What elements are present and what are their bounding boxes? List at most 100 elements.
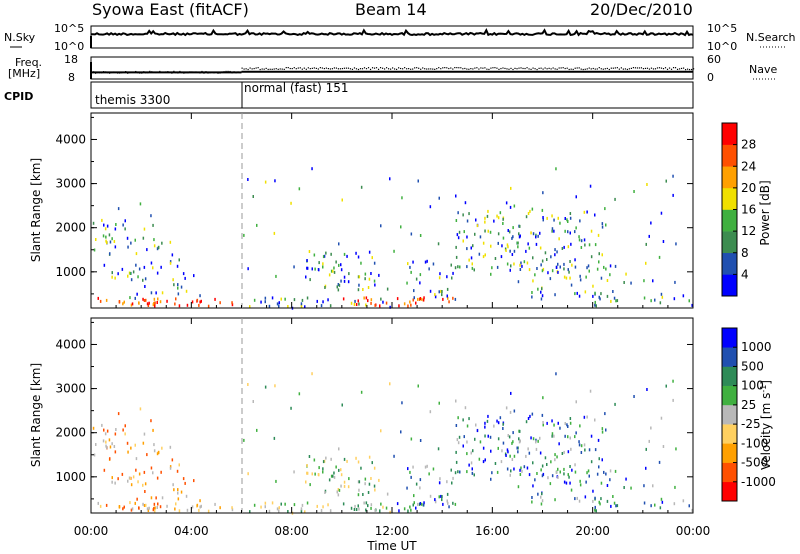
echo-cell bbox=[589, 389, 592, 393]
echo-cell bbox=[594, 300, 596, 304]
echo-cell bbox=[432, 262, 435, 266]
echo-cell bbox=[97, 501, 99, 505]
echo-cell bbox=[516, 241, 518, 245]
nave-point bbox=[177, 72, 179, 74]
echo-cell bbox=[157, 450, 160, 454]
echo-cell bbox=[322, 262, 324, 266]
echo-cell bbox=[660, 416, 663, 420]
echo-cell bbox=[113, 240, 116, 243]
echo-cell bbox=[512, 440, 514, 444]
echo-cell bbox=[367, 286, 370, 289]
echo-cell bbox=[200, 299, 202, 303]
nave-point bbox=[303, 67, 305, 69]
echo-cell bbox=[441, 290, 443, 293]
nave-point bbox=[175, 72, 177, 74]
echo-cell bbox=[446, 480, 448, 484]
echo-cell bbox=[438, 401, 440, 405]
echo-cell bbox=[199, 505, 201, 509]
echo-cell bbox=[598, 260, 600, 264]
echo-cell bbox=[586, 471, 588, 475]
nave-point bbox=[127, 72, 129, 74]
colorbar-tick-label: 25 bbox=[741, 398, 756, 412]
echo-cell bbox=[253, 298, 256, 302]
echo-cell bbox=[146, 248, 148, 252]
echo-cell bbox=[471, 471, 474, 475]
echo-cell bbox=[555, 372, 557, 376]
echo-cell bbox=[674, 280, 676, 284]
echo-cell bbox=[614, 469, 617, 473]
nave-point bbox=[103, 71, 105, 73]
nave-point bbox=[446, 67, 448, 69]
nave-point bbox=[522, 67, 524, 70]
echo-cell bbox=[661, 295, 664, 299]
echo-cell bbox=[337, 288, 340, 292]
echo-cell bbox=[569, 465, 571, 468]
echo-cell bbox=[280, 297, 282, 301]
echo-cell bbox=[121, 472, 124, 476]
echo-cell bbox=[336, 285, 338, 289]
echo-cell bbox=[357, 275, 360, 279]
x-axis-label: Time UT bbox=[366, 539, 417, 553]
echo-cell bbox=[645, 242, 647, 246]
echo-cell bbox=[139, 202, 142, 206]
colorbar-tick-label: 12 bbox=[741, 224, 756, 238]
echo-cell bbox=[496, 419, 498, 423]
echo-cell bbox=[452, 476, 454, 480]
velocity-colorbar-label: Velocity [m s-1] bbox=[759, 380, 774, 470]
echo-cell bbox=[348, 477, 350, 481]
nave-point bbox=[347, 67, 350, 69]
echo-cell bbox=[665, 179, 667, 183]
nave-point bbox=[333, 67, 336, 69]
echo-cell bbox=[417, 179, 419, 183]
echo-cell bbox=[484, 434, 486, 438]
nave-point bbox=[614, 67, 616, 69]
echo-cell bbox=[531, 500, 533, 504]
echo-cell bbox=[311, 472, 313, 476]
echo-cell bbox=[134, 443, 136, 447]
echo-cell bbox=[143, 504, 146, 507]
echo-cell bbox=[499, 211, 502, 215]
echo-cell bbox=[584, 495, 587, 499]
echo-cell bbox=[518, 437, 520, 441]
echo-cell bbox=[428, 472, 430, 476]
nave-point bbox=[508, 68, 510, 70]
echo-cell bbox=[486, 214, 489, 218]
nave-point bbox=[295, 68, 297, 70]
colorbar-tick-label: 100 bbox=[741, 379, 764, 393]
echo-cell bbox=[420, 297, 423, 301]
echo-cell bbox=[563, 450, 565, 454]
colorbar-tick-label: -25 bbox=[741, 417, 761, 431]
echo-cell bbox=[304, 510, 306, 514]
echo-cell bbox=[511, 253, 514, 256]
echo-cell bbox=[264, 385, 267, 389]
echo-cell bbox=[571, 468, 573, 472]
echo-cell bbox=[146, 507, 149, 511]
echo-cell bbox=[517, 241, 519, 245]
echo-cell bbox=[322, 505, 324, 509]
echo-cell bbox=[520, 466, 522, 470]
echo-cell bbox=[338, 488, 341, 492]
echo-cell bbox=[207, 509, 210, 513]
nave-point bbox=[448, 67, 450, 70]
nave-point bbox=[381, 67, 384, 69]
echo-cell bbox=[588, 474, 590, 478]
echo-cell bbox=[370, 506, 372, 510]
echo-cell bbox=[569, 481, 571, 485]
colorbar-tick-label: -1000 bbox=[741, 475, 776, 489]
nave-point bbox=[600, 68, 602, 70]
echo-cell bbox=[122, 223, 124, 227]
echo-cell bbox=[417, 297, 419, 301]
echo-cell bbox=[559, 426, 561, 430]
echo-cell bbox=[502, 217, 504, 221]
echo-cell bbox=[479, 440, 482, 444]
echo-cell bbox=[142, 278, 144, 282]
echo-cell bbox=[454, 502, 457, 506]
echo-cell bbox=[652, 484, 654, 488]
nave-point bbox=[325, 67, 327, 69]
echo-cell bbox=[374, 508, 376, 512]
echo-cell bbox=[519, 468, 521, 472]
nave-point bbox=[416, 67, 418, 69]
nave-point bbox=[207, 72, 209, 74]
echo-cell bbox=[152, 266, 154, 270]
